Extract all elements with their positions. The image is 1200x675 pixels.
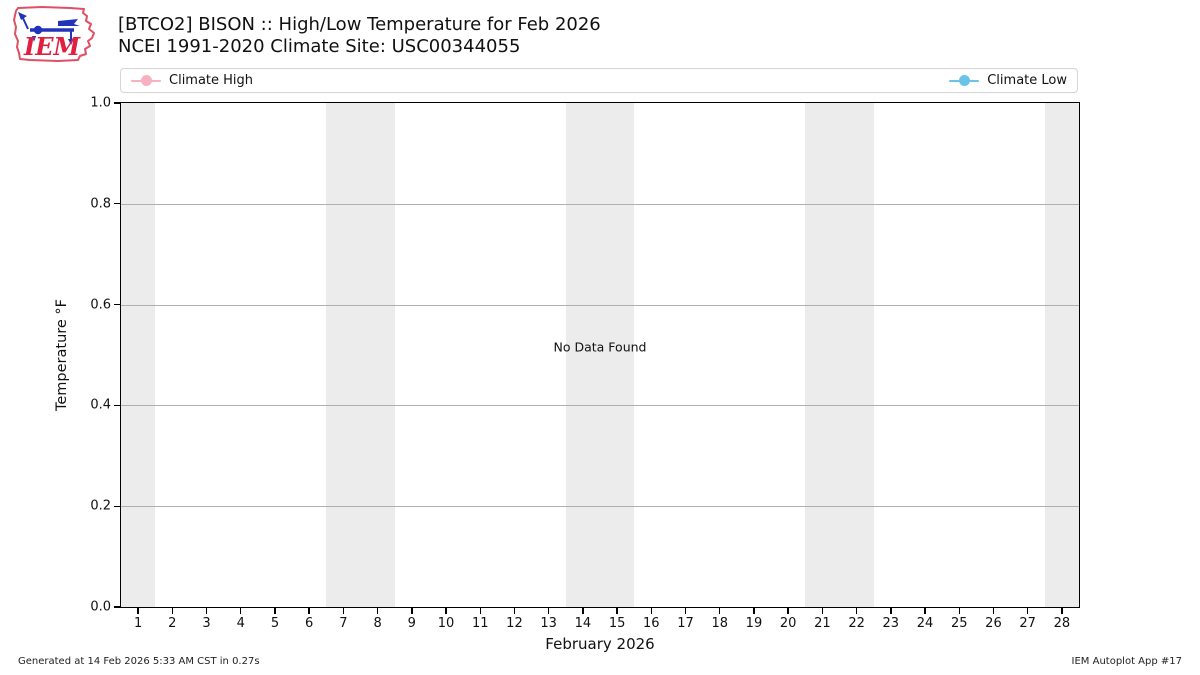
x-tick-label: 2 [168,616,177,631]
no-data-message: No Data Found [553,339,647,355]
x-tick-mark [582,608,584,614]
x-tick-mark [513,608,516,614]
legend-item-climate-low: Climate Low [949,73,1067,88]
y-tick-mark [114,102,120,104]
x-tick-label: 20 [779,616,797,631]
x-tick-mark [308,608,310,614]
x-tick-label: 18 [711,616,729,631]
x-tick-mark [1061,608,1063,614]
y-tick-mark [114,303,120,306]
iem-logo-text: IEM [23,32,82,61]
x-tick-mark [342,608,345,614]
x-tick-mark [958,608,960,614]
x-tick-label: 6 [305,616,314,631]
x-tick-mark [137,608,139,614]
weekend-band [565,103,635,607]
x-tick-label: 15 [608,616,626,631]
x-tick-label: 24 [916,616,934,631]
x-tick-label: 10 [437,616,455,631]
y-tick-mark [114,505,120,507]
x-tick-label: 22 [848,616,865,631]
x-tick-label: 8 [373,616,382,631]
x-axis-label: February 2026 [545,635,655,653]
y-tick-label: 0.6 [90,297,111,313]
app-credit: IEM Autoplot App #17 [1071,656,1182,667]
legend-item-climate-high: Climate High [131,73,253,88]
x-tick-label: 9 [407,616,416,631]
y-axis-label: Temperature °F [54,298,70,412]
x-tick-label: 28 [1053,616,1071,631]
x-tick-mark [753,608,755,614]
x-tick-mark [684,608,687,614]
weekend-band [326,103,395,607]
x-tick-label: 7 [339,616,348,631]
x-tick-label: 4 [236,616,245,631]
gridline [121,203,1079,205]
y-tick-mark [114,203,120,205]
legend: Climate High Climate Low [120,68,1078,93]
x-tick-mark [411,608,413,614]
x-tick-mark [787,608,789,614]
x-tick-mark [855,608,858,614]
weekend-band [1044,103,1079,607]
x-tick-mark [992,608,995,614]
plot-area: 0.0 0.2 0.4 0.6 0.8 1.0 1 2 3 4 5 6 7 8 9 10 11 12 13 14 15 1… [90,96,1080,631]
x-tick-mark [719,608,721,614]
y-tick-label: 0.8 [90,196,111,212]
y-tick-label: 0.4 [90,397,111,413]
x-tick-mark [1026,608,1029,614]
x-tick-mark [924,608,926,614]
x-tick-label: 16 [643,616,660,631]
x-tick-mark [376,608,379,614]
x-tick-mark [205,608,208,614]
x-tick-mark [274,608,276,614]
x-tick-mark [821,608,824,614]
title-line-2: NCEI 1991-2020 Climate Site: USC00344055 [118,36,521,57]
gridline [121,304,1079,306]
x-tick-label: 14 [574,616,592,631]
gridline [121,506,1079,508]
x-tick-label: 26 [985,616,1002,631]
x-tick-mark [650,608,652,614]
y-tick-mark [114,606,120,608]
x-tick-label: 1 [133,616,143,631]
title-line-1: [BTCO2] BISON :: High/Low Temperature fo… [118,14,601,35]
legend-label-climate-high: Climate High [169,73,254,88]
y-tick-label: 0.0 [90,599,111,615]
x-tick-mark [547,608,550,614]
generated-timestamp: Generated at 14 Feb 2026 5:33 AM CST in … [18,656,260,667]
x-tick-mark [240,608,242,614]
weekend-band [121,103,156,607]
climate-high-marker-icon [131,74,161,87]
x-tick-label: 11 [471,616,489,631]
x-tick-label: 3 [202,616,211,631]
y-tick-label: 0.2 [90,498,111,514]
x-tick-label: 25 [950,616,968,631]
y-tick-mark [114,404,120,407]
x-tick-mark [890,608,892,614]
x-tick-mark [171,608,173,614]
x-tick-mark [616,608,618,614]
x-tick-label: 19 [745,616,763,631]
x-tick-mark [479,608,481,614]
weathervane-icon [18,12,80,45]
x-tick-label: 12 [506,616,523,631]
legend-label-climate-low: Climate Low [987,73,1067,88]
x-tick-label: 21 [814,616,831,631]
x-tick-mark [445,608,447,614]
iem-logo: IEM [13,6,95,62]
climate-low-marker-icon [949,74,980,87]
x-tick-label: 23 [882,616,900,631]
y-tick-label: 1.0 [90,95,111,111]
x-tick-label: 17 [677,616,694,631]
chart-title: [BTCO2] BISON :: High/Low Temperature fo… [118,14,601,58]
weekend-band [805,103,874,607]
x-tick-label: 27 [1019,616,1036,631]
gridline [121,405,1079,407]
x-tick-label: 5 [270,616,280,631]
x-tick-label: 13 [540,616,557,631]
